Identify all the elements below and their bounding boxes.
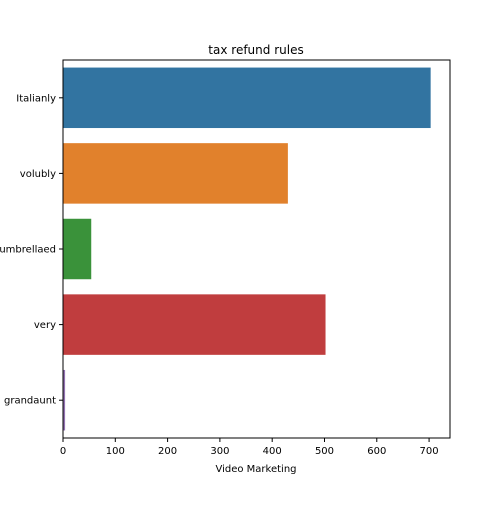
x-tick-label: 200	[158, 446, 177, 457]
bar-italianly	[63, 67, 431, 129]
x-tick-label: 700	[420, 446, 439, 457]
y-tick-label: grandaunt	[4, 396, 56, 407]
x-tick-label: 400	[263, 446, 282, 457]
x-axis: 0 100 200 300 400 500 600 700	[60, 438, 439, 457]
x-tick-label: 0	[60, 446, 66, 457]
x-tick-label: 500	[315, 446, 334, 457]
bar-volubly	[63, 143, 288, 204]
y-tick-label: very	[34, 320, 56, 331]
bars-layer	[63, 67, 431, 431]
y-axis: Italianly volubly umbrellaed very grandaunt	[0, 93, 63, 407]
bar-umbrellaed	[63, 218, 92, 280]
x-axis-title: Video Marketing	[215, 464, 296, 475]
bar-very	[63, 294, 326, 355]
y-tick-label: volubly	[20, 169, 56, 180]
x-tick-label: 600	[367, 446, 386, 457]
x-tick-label: 300	[210, 446, 229, 457]
y-tick-label: Italianly	[16, 93, 56, 104]
x-tick-label: 100	[106, 446, 125, 457]
bar-grandaunt	[63, 369, 66, 431]
plot-frame	[62, 59, 451, 439]
y-tick-label: umbrellaed	[0, 245, 56, 256]
chart-title: tax refund rules	[208, 43, 303, 57]
